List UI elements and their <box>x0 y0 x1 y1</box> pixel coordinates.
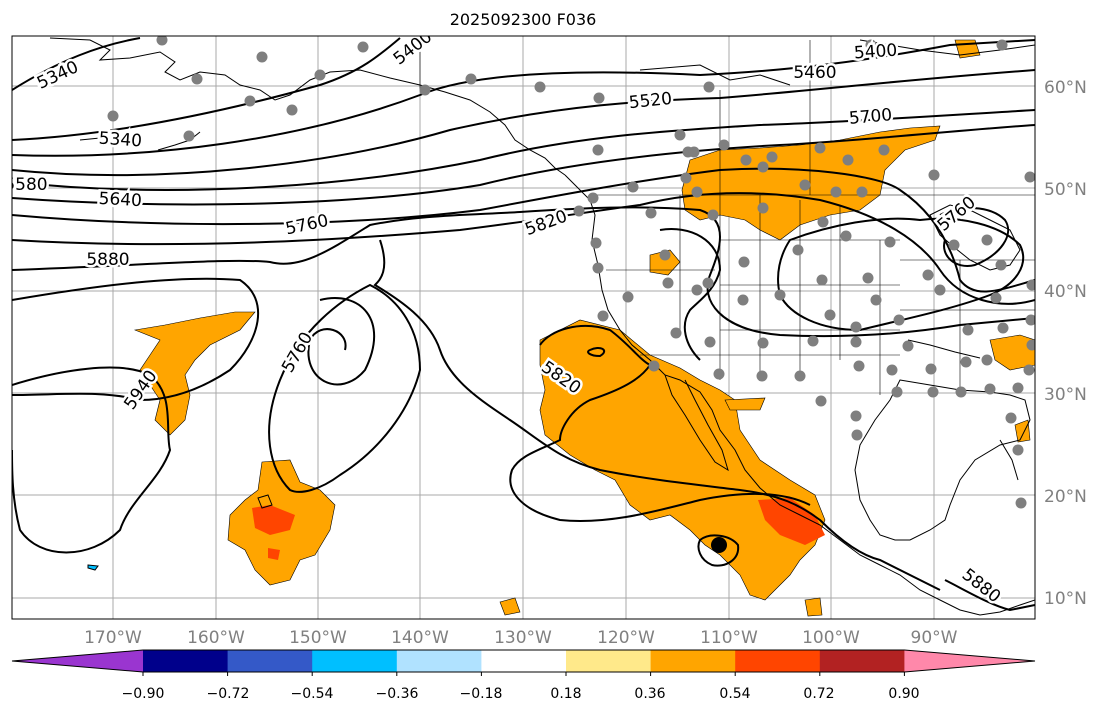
lat-label: 30°N <box>1044 385 1087 405</box>
colorbar-tick-label: −0.18 <box>460 686 503 702</box>
shaded-area-mexico-red <box>758 498 825 545</box>
lon-label: 120°W <box>597 628 655 648</box>
lon-label: 140°W <box>391 628 449 648</box>
station-markers <box>107 36 1035 509</box>
colorbar-segment <box>819 650 905 672</box>
lon-label: 160°W <box>187 628 245 648</box>
map-frame <box>11 35 1036 620</box>
colorbar <box>11 649 1036 676</box>
shaded-area-hawaii-south-red <box>252 505 295 535</box>
lat-label: 20°N <box>1044 487 1087 507</box>
lat-label: 50°N <box>1044 180 1087 200</box>
shaded-area-gulf <box>989 334 1035 371</box>
hawaii-island <box>257 494 273 509</box>
contour-label: 5400 <box>853 41 898 64</box>
colorbar-tick-labels: −0.90 −0.72 −0.54 −0.36 −0.18 0.18 0.36 … <box>122 686 920 702</box>
colorbar-segment <box>227 650 313 672</box>
colorbar-tick-label: −0.54 <box>291 686 334 702</box>
colorbar-segment <box>650 650 736 672</box>
low-center-marker <box>711 537 727 553</box>
colorbar-segment <box>312 650 398 672</box>
colorbar-segment <box>396 650 482 672</box>
colorbar-tick-label: 0.18 <box>550 686 581 702</box>
coastline-alaska <box>49 37 566 176</box>
coastlines <box>49 37 1035 616</box>
contour-label: 5340 <box>98 129 143 152</box>
colorbar-segment <box>481 650 567 672</box>
lat-label: 60°N <box>1044 78 1087 98</box>
colorbar-segment <box>735 650 821 672</box>
coastline-hudson <box>859 39 1035 56</box>
colorbar-extend-min <box>12 650 143 672</box>
latitude-labels: 60°N 50°N 40°N 30°N 20°N 10°N <box>1044 78 1087 609</box>
colorbar-tick-label: −0.72 <box>207 686 250 702</box>
map-title: 2025092300 F036 <box>450 10 597 29</box>
lat-label: 40°N <box>1044 282 1087 302</box>
coastline-gulf <box>854 379 1031 541</box>
longitude-labels: 170°W 160°W 150°W 140°W 130°W 120°W 110°… <box>84 628 958 648</box>
contour-label: 5580 <box>4 175 47 195</box>
lat-label: 10°N <box>1044 589 1087 609</box>
contour-label: 5700 <box>848 105 893 129</box>
colorbar-extend-max <box>904 650 1035 672</box>
colorbar-tick-label: 0.90 <box>888 686 919 702</box>
lon-label: 170°W <box>84 628 142 648</box>
lon-label: 110°W <box>700 628 758 648</box>
contour-label: 5460 <box>793 63 836 83</box>
shaded-area-baja-pacific <box>539 319 826 601</box>
lon-label: 130°W <box>494 628 552 648</box>
contour-label: 5640 <box>98 189 142 211</box>
shaded-area-hawaii-north <box>133 311 256 436</box>
lon-label: 150°W <box>289 628 347 648</box>
colorbar-tick-label: −0.36 <box>376 686 419 702</box>
lon-label: 90°W <box>911 628 958 648</box>
lon-label: 100°W <box>802 628 860 648</box>
colorbar-tick-label: −0.90 <box>122 686 165 702</box>
colorbar-tick-label: 0.72 <box>803 686 834 702</box>
height-contours <box>12 37 1035 612</box>
contour-label: 5880 <box>86 250 129 270</box>
colorbar-segment <box>143 650 229 672</box>
coastline-baja <box>664 374 729 472</box>
colorbar-tick-label: 0.54 <box>719 686 750 702</box>
colorbar-segment <box>566 650 652 672</box>
colorbar-tick-label: 0.36 <box>634 686 665 702</box>
